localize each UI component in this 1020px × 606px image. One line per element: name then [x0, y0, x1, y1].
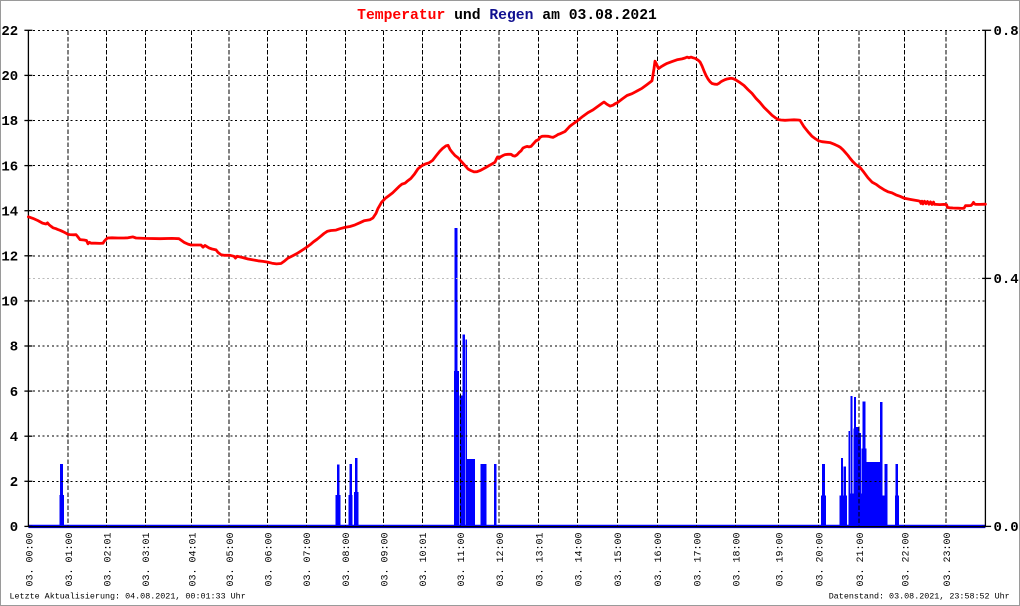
svg-text:03. 06:00: 03. 06:00 — [265, 532, 276, 586]
svg-text:03. 11:00: 03. 11:00 — [457, 532, 468, 586]
svg-text:0.8: 0.8 — [994, 24, 1019, 40]
svg-text:4: 4 — [10, 430, 18, 446]
svg-text:6: 6 — [10, 385, 18, 401]
svg-text:03. 19:00: 03. 19:00 — [775, 532, 786, 586]
svg-text:03. 00:00: 03. 00:00 — [25, 532, 36, 586]
svg-text:10: 10 — [1, 295, 18, 311]
svg-text:22: 22 — [1, 24, 18, 40]
svg-text:0: 0 — [10, 520, 18, 536]
svg-text:Datenstand: 03.08.2021, 23:58:: Datenstand: 03.08.2021, 23:58:52 Uhr — [829, 592, 1010, 602]
svg-text:03. 05:00: 03. 05:00 — [226, 532, 237, 586]
svg-text:03. 17:00: 03. 17:00 — [693, 532, 704, 586]
svg-text:20: 20 — [1, 69, 18, 85]
svg-text:03. 04:01: 03. 04:01 — [188, 532, 199, 586]
svg-text:18: 18 — [1, 114, 18, 130]
svg-text:0.4: 0.4 — [994, 272, 1019, 288]
svg-text:03. 14:00: 03. 14:00 — [574, 532, 585, 586]
svg-text:Letzte Aktualisierung: 04.08.2: Letzte Aktualisierung: 04.08.2021, 00:01… — [10, 592, 246, 602]
svg-text:14: 14 — [1, 204, 18, 220]
svg-text:0.0: 0.0 — [994, 520, 1019, 536]
svg-text:03. 15:00: 03. 15:00 — [614, 532, 625, 586]
svg-text:03. 22:00: 03. 22:00 — [901, 532, 912, 586]
svg-text:03. 08:00: 03. 08:00 — [342, 532, 353, 586]
svg-text:16: 16 — [1, 159, 18, 175]
svg-text:03. 18:00: 03. 18:00 — [733, 532, 744, 586]
svg-text:03. 20:00: 03. 20:00 — [815, 532, 826, 586]
svg-text:2: 2 — [10, 475, 18, 491]
svg-text:03. 16:00: 03. 16:00 — [654, 532, 665, 586]
svg-text:03. 09:00: 03. 09:00 — [380, 532, 391, 586]
svg-text:03. 02:01: 03. 02:01 — [103, 532, 114, 586]
svg-text:03. 07:00: 03. 07:00 — [303, 532, 314, 586]
svg-text:03. 01:00: 03. 01:00 — [65, 532, 76, 586]
svg-text:12: 12 — [1, 250, 18, 266]
svg-text:03. 10:01: 03. 10:01 — [419, 532, 430, 586]
svg-text:03. 03:01: 03. 03:01 — [142, 532, 153, 586]
svg-text:03. 21:00: 03. 21:00 — [856, 532, 867, 586]
svg-text:Temperatur und Regen am 03.08.: Temperatur und Regen am 03.08.2021 — [357, 8, 657, 24]
svg-text:8: 8 — [10, 340, 18, 356]
svg-text:03. 13:01: 03. 13:01 — [535, 532, 546, 586]
svg-text:03. 12:00: 03. 12:00 — [496, 532, 507, 586]
svg-text:03. 23:00: 03. 23:00 — [943, 532, 954, 586]
